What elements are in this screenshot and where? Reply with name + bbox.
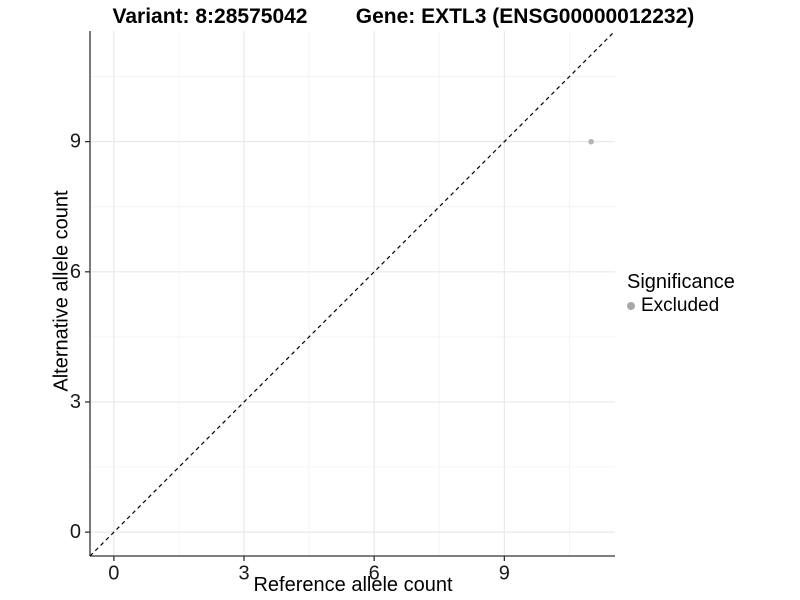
data-point: [588, 138, 594, 145]
y-axis-title: Alternative allele count: [50, 190, 73, 392]
x-tick-label: 9: [499, 563, 510, 585]
x-tick-label: 0: [108, 563, 119, 585]
x-tick-label: 3: [238, 563, 249, 585]
identity-line: [89, 30, 616, 557]
y-tick-label: 0: [70, 521, 81, 543]
legend-item-label: Excluded: [641, 295, 720, 316]
legend: Significance Excluded: [627, 270, 735, 317]
y-tick-label: 6: [70, 261, 81, 283]
y-tick-label: 9: [70, 131, 81, 153]
variant-title: Variant: 8:28575042: [112, 5, 308, 28]
x-axis-title: Reference allele count: [253, 574, 453, 596]
legend-title: Significance: [627, 271, 735, 293]
y-tick-label: 3: [70, 391, 81, 413]
gene-title: Gene: EXTL3 (ENSG00000012232): [355, 5, 695, 28]
x-tick-label: 6: [369, 563, 380, 585]
excluded-point-icon: [627, 302, 635, 310]
legend-item-excluded: Excluded: [627, 295, 735, 317]
